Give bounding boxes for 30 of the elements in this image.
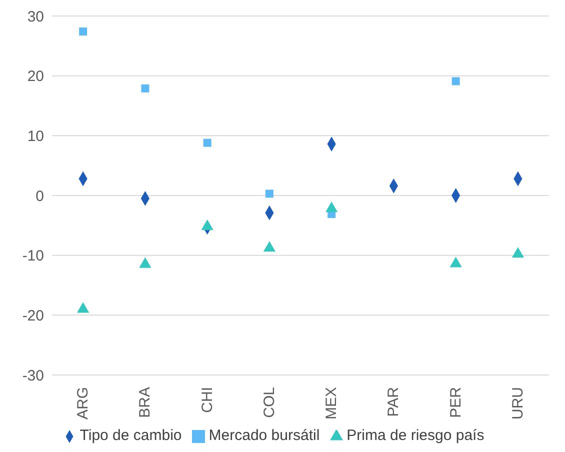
point <box>203 138 212 147</box>
point <box>265 190 274 198</box>
y-tick-label: 10 <box>27 128 44 145</box>
x-tick-label: MEX <box>323 387 340 420</box>
legend-label: Mercado bursátil <box>208 427 320 444</box>
y-tick-label: 30 <box>27 8 44 26</box>
point <box>450 256 462 268</box>
y-tick-label: -10 <box>22 248 44 265</box>
point <box>325 202 338 212</box>
x-tick-label: URU <box>509 387 526 420</box>
point <box>141 84 150 92</box>
point <box>452 77 460 86</box>
point <box>201 220 214 230</box>
y-tick-label: 20 <box>27 68 44 86</box>
y-tick-label: 0 <box>36 188 44 205</box>
x-tick-label: BRA <box>136 387 154 418</box>
point <box>139 257 152 268</box>
legend-label: Tipo de cambio <box>80 427 182 444</box>
point <box>263 241 276 252</box>
x-tick-label: COL <box>260 387 278 418</box>
y-tick-label: -30 <box>22 367 44 384</box>
x-tick-label: PAR <box>385 386 402 417</box>
legend-label: Prima de riesgo país <box>346 427 484 444</box>
x-tick-label: CHI <box>198 387 216 413</box>
y-tick-label: -20 <box>22 307 44 324</box>
point <box>79 28 88 36</box>
point <box>512 247 524 258</box>
x-tick-label: PER <box>447 386 464 418</box>
point <box>76 302 90 313</box>
x-tick-label: ARG <box>74 387 92 420</box>
